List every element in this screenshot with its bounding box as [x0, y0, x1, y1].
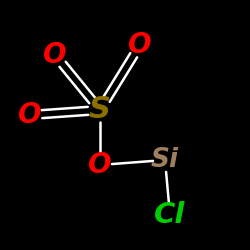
Text: S: S [89, 96, 111, 124]
Text: Cl: Cl [154, 201, 186, 229]
Text: Si: Si [151, 147, 179, 173]
Text: O: O [18, 101, 42, 129]
Text: O: O [88, 151, 112, 179]
Text: O: O [128, 31, 152, 59]
Text: O: O [43, 41, 67, 69]
